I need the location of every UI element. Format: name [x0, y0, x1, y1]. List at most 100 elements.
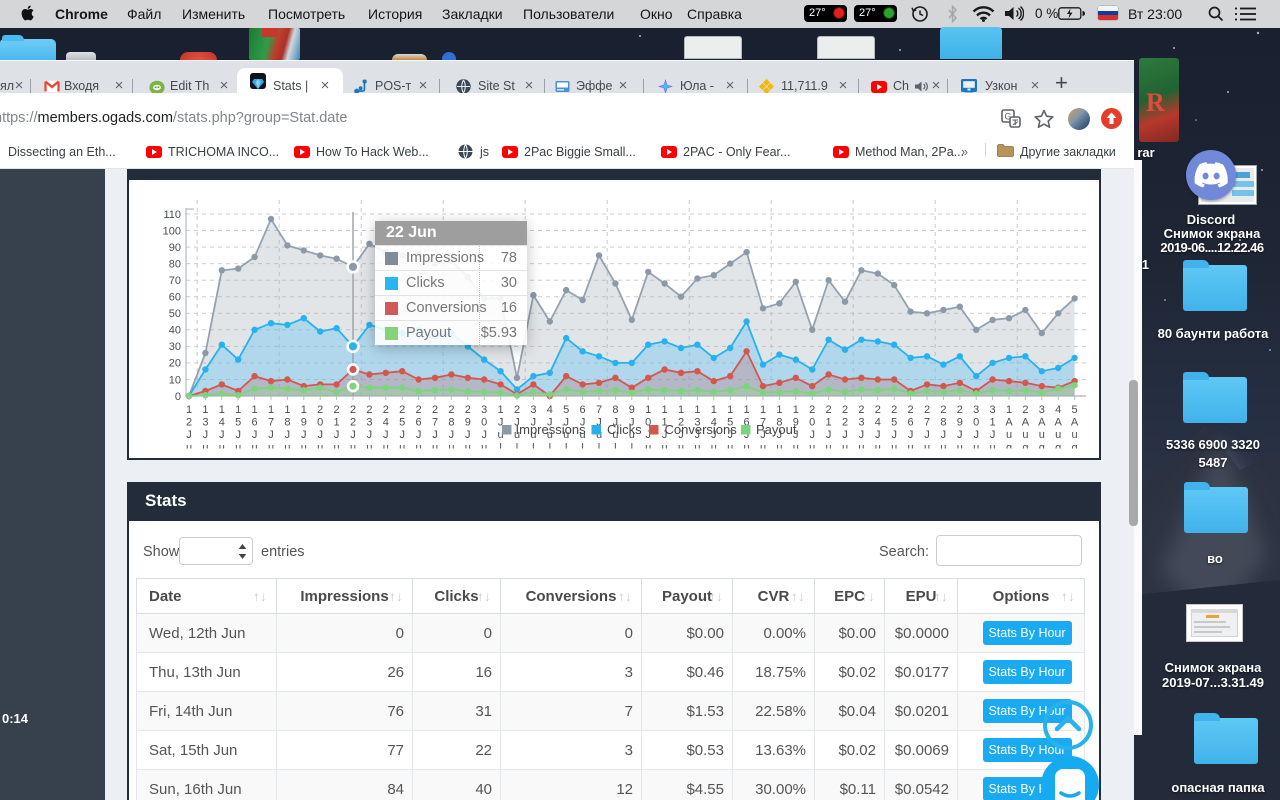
svg-text:4: 4	[711, 417, 717, 429]
svg-text:A: A	[1005, 417, 1013, 429]
svg-text:1: 1	[284, 404, 290, 416]
svg-text:u: u	[858, 442, 864, 454]
svg-text:l: l	[516, 442, 518, 454]
svg-text:1: 1	[268, 404, 274, 416]
svg-text:1: 1	[711, 404, 717, 416]
svg-text:2: 2	[826, 404, 832, 416]
svg-text:1: 1	[219, 404, 225, 416]
svg-text:6: 6	[416, 417, 422, 429]
svg-text:7: 7	[268, 417, 274, 429]
svg-text:u: u	[514, 429, 520, 441]
svg-text:8: 8	[284, 417, 290, 429]
svg-text:2: 2	[399, 404, 405, 416]
svg-text:1: 1	[662, 417, 668, 429]
svg-text:g: g	[1022, 442, 1028, 454]
svg-text:2: 2	[875, 404, 881, 416]
svg-text:u: u	[432, 442, 438, 454]
svg-text:J: J	[367, 429, 373, 441]
svg-text:5: 5	[1072, 404, 1078, 416]
svg-text:2: 2	[334, 404, 340, 416]
svg-text:J: J	[973, 429, 979, 441]
svg-text:u: u	[694, 442, 700, 454]
svg-text:u: u	[235, 442, 241, 454]
svg-text:9: 9	[465, 417, 471, 429]
svg-text:J: J	[744, 429, 750, 441]
svg-text:1: 1	[1006, 404, 1012, 416]
svg-text:Impressions: Impressions	[516, 422, 587, 437]
svg-text:6: 6	[580, 404, 586, 416]
svg-text:1: 1	[694, 404, 700, 416]
svg-text:J: J	[547, 417, 553, 429]
svg-text:Conversions: Conversions	[665, 422, 738, 437]
svg-text:J: J	[596, 417, 602, 429]
svg-text:10: 10	[169, 374, 181, 386]
svg-text:G: G	[1004, 112, 1011, 122]
svg-text:J: J	[580, 417, 586, 429]
svg-text:J: J	[760, 429, 766, 441]
svg-text:u: u	[202, 442, 208, 454]
svg-text:100: 100	[163, 225, 181, 237]
svg-text:u: u	[645, 442, 651, 454]
svg-text:J: J	[399, 429, 405, 441]
svg-text:2: 2	[858, 404, 864, 416]
svg-text:l: l	[631, 442, 633, 454]
svg-text:1: 1	[252, 404, 258, 416]
svg-text:3: 3	[694, 417, 700, 429]
svg-text:J: J	[186, 429, 192, 441]
svg-text:J: J	[465, 429, 471, 441]
svg-text:u: u	[629, 429, 635, 441]
svg-text:J: J	[432, 429, 438, 441]
svg-text:2: 2	[186, 417, 192, 429]
svg-text:J: J	[891, 429, 897, 441]
svg-text:u: u	[383, 442, 389, 454]
svg-text:8: 8	[776, 417, 782, 429]
svg-text:u: u	[842, 442, 848, 454]
svg-text:J: J	[957, 429, 963, 441]
svg-text:2: 2	[514, 404, 520, 416]
svg-text:2: 2	[448, 404, 454, 416]
svg-text:3: 3	[202, 417, 208, 429]
svg-text:u: u	[350, 442, 356, 454]
svg-text:J: J	[629, 417, 635, 429]
svg-text:1: 1	[990, 417, 996, 429]
svg-text:u: u	[826, 442, 832, 454]
svg-text:5: 5	[727, 417, 733, 429]
svg-text:l: l	[499, 442, 501, 454]
svg-text:g: g	[1039, 442, 1045, 454]
svg-text:u: u	[875, 442, 881, 454]
svg-text:0: 0	[175, 391, 181, 403]
svg-text:l: l	[565, 442, 567, 454]
svg-text:u: u	[908, 442, 914, 454]
svg-text:J: J	[334, 429, 340, 441]
svg-text:5: 5	[891, 417, 897, 429]
svg-text:2: 2	[940, 404, 946, 416]
svg-text:2: 2	[416, 404, 422, 416]
svg-text:u: u	[284, 442, 290, 454]
svg-text:u: u	[957, 442, 963, 454]
svg-text:u: u	[563, 429, 569, 441]
svg-text:J: J	[826, 429, 832, 441]
svg-text:50: 50	[169, 308, 181, 320]
svg-text:70: 70	[169, 275, 181, 287]
svg-text:J: J	[268, 429, 274, 441]
svg-text:3: 3	[530, 404, 536, 416]
svg-text:9: 9	[629, 404, 635, 416]
svg-text:2: 2	[842, 417, 848, 429]
svg-text:J: J	[531, 417, 537, 429]
svg-text:J: J	[498, 417, 504, 429]
svg-text:J: J	[695, 429, 701, 441]
svg-text:J: J	[908, 429, 914, 441]
svg-text:l: l	[614, 442, 616, 454]
svg-text:u: u	[366, 442, 372, 454]
svg-text:60: 60	[169, 292, 181, 304]
svg-text:5: 5	[399, 417, 405, 429]
svg-text:J: J	[678, 429, 684, 441]
svg-text:4: 4	[383, 417, 389, 429]
svg-text:u: u	[481, 442, 487, 454]
svg-text:3: 3	[990, 404, 996, 416]
svg-text:3: 3	[858, 417, 864, 429]
svg-text:1: 1	[793, 404, 799, 416]
svg-text:0: 0	[973, 417, 979, 429]
svg-text:l: l	[549, 442, 551, 454]
svg-text:u: u	[580, 429, 586, 441]
